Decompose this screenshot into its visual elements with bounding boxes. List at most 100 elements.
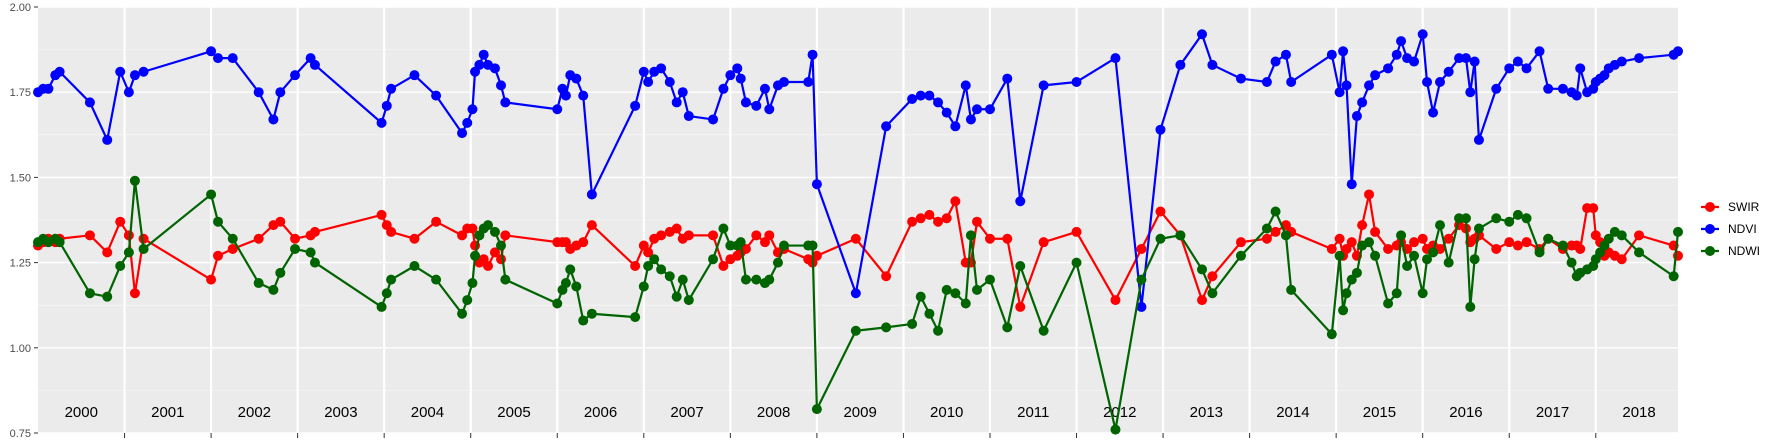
data-point-ndvi [1473,134,1484,145]
data-point-swir [275,216,286,227]
data-point-swir [1235,237,1246,248]
data-point-ndvi [1136,301,1147,312]
series-ndvi [33,29,1683,312]
data-point-ndvi [924,90,935,101]
data-point-ndvi [1428,107,1439,118]
data-point-ndwi [1370,250,1381,261]
y-tick-label: 1.75 [10,87,31,99]
data-point-ndvi [1334,87,1345,98]
legend-label: NDVI [1728,222,1757,236]
data-point-ndvi [275,87,286,98]
data-point-ndvi [1346,179,1357,190]
data-point-ndvi [764,104,775,115]
data-point-ndwi [718,223,729,234]
data-point-ndvi [1071,76,1082,87]
data-point-ndwi [1071,257,1082,268]
data-point-ndwi [915,291,926,302]
data-point-ndvi [1270,56,1281,67]
minor-gridlines [38,49,1678,391]
data-point-ndwi [206,189,217,200]
data-point-ndvi [253,87,264,98]
data-point-ndvi [474,59,485,70]
data-point-ndvi [907,94,918,105]
data-point-ndwi [907,318,918,329]
data-point-ndvi [409,70,420,81]
data-point-ndvi [1443,66,1454,77]
data-point-ndwi [1454,213,1465,224]
data-point-ndvi [965,114,976,125]
data-point-ndvi [725,70,736,81]
data-point-ndwi [1616,230,1627,241]
data-point-swir [206,274,217,285]
data-point-swir [1504,237,1515,248]
data-point-ndvi [1338,46,1349,57]
data-point-ndvi [677,87,688,98]
data-point-ndwi [489,226,500,237]
data-point-ndwi [586,308,597,319]
data-point-swir [643,247,654,258]
data-point-swir [941,213,952,224]
data-point-swir [489,247,500,258]
data-point-swir [740,243,751,254]
data-point-ndvi [671,97,682,108]
data-point-ndvi [971,104,982,115]
data-point-ndwi [1512,209,1523,220]
year-label: 2008 [757,404,790,421]
data-point-ndvi [1454,53,1465,64]
series-swir [33,189,1683,312]
data-point-swir [924,209,935,220]
data-point-ndwi [462,295,473,306]
data-point-ndwi [578,315,589,326]
data-point-ndwi [84,288,95,299]
data-point-ndvi [586,189,597,200]
data-point-swir [1575,243,1586,254]
data-point-ndwi [1469,254,1480,265]
data-point-swir [376,209,387,220]
data-point-ndwi [1207,288,1218,299]
data-point-swir [409,233,420,244]
data-point-swir [1409,237,1420,248]
data-point-ndvi [1038,80,1049,91]
data-point-ndvi [1261,76,1272,87]
data-point-swir [984,233,995,244]
data-point-ndwi [643,261,654,272]
data-point-ndvi [759,83,770,94]
data-point-ndvi [1634,53,1645,64]
data-point-ndwi [409,261,420,272]
data-point-swir [102,247,113,258]
data-point-ndwi [971,284,982,295]
data-point-swir [850,233,861,244]
data-point-ndvi [1015,196,1026,207]
data-point-ndwi [457,308,468,319]
data-point-ndvi [213,53,224,64]
data-point-ndwi [1603,233,1614,244]
data-point-ndvi [1155,124,1166,135]
data-point-ndwi [941,284,952,295]
data-point-ndwi [1465,301,1476,312]
x-axis-ticks [124,433,1597,438]
data-point-ndvi [138,66,149,77]
data-point-ndwi [1038,325,1049,336]
data-point-ndwi [1002,322,1013,333]
data-point-ndvi [552,104,563,115]
data-point-swir [213,250,224,261]
data-point-ndwi [1341,288,1352,299]
data-point-ndvi [206,46,217,57]
data-point-swir [1616,254,1627,265]
data-point-ndwi [664,271,675,282]
data-point-ndwi [1197,264,1208,275]
y-tick-label: 2.00 [10,2,31,14]
data-point-swir [1491,243,1502,254]
data-point-ndwi [1443,257,1454,268]
data-point-ndvi [732,63,743,74]
data-point-ndwi [751,274,762,285]
data-point-ndwi [381,288,392,299]
data-point-ndvi [1435,76,1446,87]
data-point-swir [881,271,892,282]
data-point-swir [718,261,729,272]
data-point-ndwi [253,278,264,289]
data-point-ndvi [268,114,279,125]
series-ndwi [33,175,1683,435]
data-point-ndvi [386,83,397,94]
year-label: 2001 [151,404,184,421]
